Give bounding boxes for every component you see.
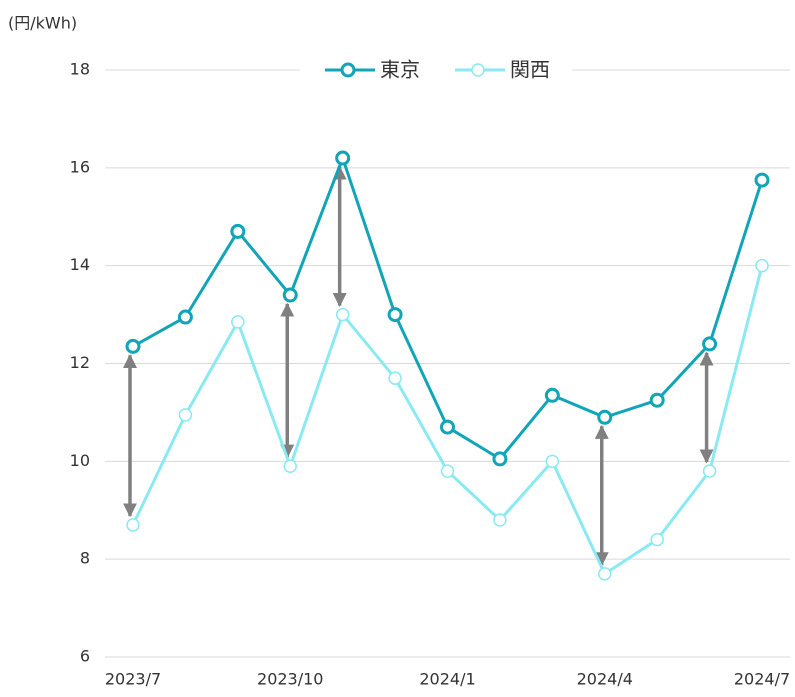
data-point xyxy=(125,338,141,354)
legend-marker xyxy=(471,63,485,77)
data-point xyxy=(598,567,612,581)
data-point xyxy=(177,309,193,325)
data-point xyxy=(545,454,560,469)
data-point xyxy=(230,223,246,239)
series-line xyxy=(132,156,764,461)
legend-label: 東京 xyxy=(380,58,420,82)
legend-label: 関西 xyxy=(510,58,550,82)
y-tick-label: 8 xyxy=(80,549,90,568)
y-tick-label: 18 xyxy=(70,60,90,79)
data-point xyxy=(178,408,193,422)
y-tick-label: 16 xyxy=(70,157,90,176)
data-point xyxy=(544,387,560,403)
data-point xyxy=(231,315,245,329)
x-tick-label: 2024/7 xyxy=(734,670,790,689)
y-tick-label: 6 xyxy=(80,647,90,666)
y-tick-label: 12 xyxy=(70,353,90,372)
data-point xyxy=(650,532,664,547)
data-point xyxy=(335,150,351,166)
data-point xyxy=(440,464,455,478)
data-point xyxy=(440,419,455,435)
y-tick-label: 14 xyxy=(70,255,90,274)
x-tick-label: 2023/10 xyxy=(257,670,323,689)
data-point xyxy=(282,287,298,303)
x-tick-label: 2024/1 xyxy=(419,670,475,689)
data-point xyxy=(754,172,770,188)
x-tick-label: 2023/7 xyxy=(105,670,161,689)
data-point xyxy=(387,307,403,323)
data-point xyxy=(492,451,508,467)
data-point xyxy=(597,409,613,425)
data-point xyxy=(702,336,718,352)
data-point xyxy=(335,307,350,322)
data-point xyxy=(702,464,717,478)
data-point xyxy=(649,392,665,408)
y-tick-label: 10 xyxy=(70,451,90,470)
y-axis-label: (円/kWh) xyxy=(8,14,77,33)
data-point xyxy=(388,371,402,385)
data-point xyxy=(755,258,769,273)
legend-marker xyxy=(340,62,356,78)
data-point xyxy=(493,513,507,527)
x-tick-label: 2024/4 xyxy=(577,670,633,689)
data-point xyxy=(126,518,140,532)
data-point xyxy=(283,459,297,473)
